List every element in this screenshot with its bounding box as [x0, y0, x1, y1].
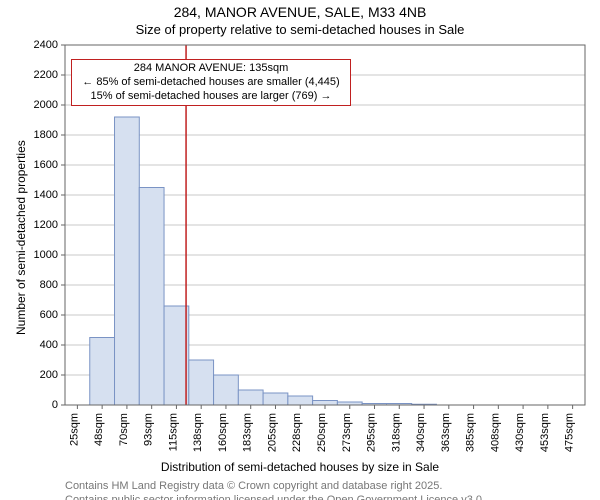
svg-text:318sqm: 318sqm — [390, 413, 402, 452]
chart-container: 284, MANOR AVENUE, SALE, M33 4NB Size of… — [0, 0, 600, 500]
svg-text:2000: 2000 — [34, 99, 58, 111]
annotation-line-1: 284 MANOR AVENUE: 135sqm — [78, 62, 344, 76]
svg-text:2200: 2200 — [34, 69, 58, 81]
svg-text:1000: 1000 — [34, 249, 58, 261]
annotation-line-2: ← 85% of semi-detached houses are smalle… — [78, 76, 344, 90]
annotation-line-3: 15% of semi-detached houses are larger (… — [78, 90, 344, 104]
svg-text:70sqm: 70sqm — [118, 413, 130, 446]
svg-text:2400: 2400 — [34, 39, 58, 51]
footer-line-1: Contains HM Land Registry data © Crown c… — [65, 480, 485, 494]
histogram-bar — [263, 393, 288, 405]
svg-text:340sqm: 340sqm — [415, 413, 427, 452]
svg-text:363sqm: 363sqm — [440, 413, 452, 452]
svg-text:200: 200 — [40, 369, 58, 381]
svg-text:1600: 1600 — [34, 159, 58, 171]
svg-text:430sqm: 430sqm — [514, 413, 526, 452]
footer-text: Contains HM Land Registry data © Crown c… — [65, 480, 485, 500]
svg-text:408sqm: 408sqm — [489, 413, 501, 452]
svg-text:1400: 1400 — [34, 189, 58, 201]
histogram-bar — [115, 117, 140, 405]
svg-text:1200: 1200 — [34, 219, 58, 231]
svg-text:183sqm: 183sqm — [242, 413, 254, 452]
svg-text:0: 0 — [52, 399, 58, 411]
svg-text:160sqm: 160sqm — [217, 413, 229, 452]
svg-text:205sqm: 205sqm — [266, 413, 278, 452]
histogram-bar — [189, 360, 214, 405]
svg-text:273sqm: 273sqm — [341, 413, 353, 452]
svg-text:115sqm: 115sqm — [167, 413, 179, 451]
svg-text:250sqm: 250sqm — [316, 413, 328, 452]
histogram-bar — [238, 390, 263, 405]
svg-text:453sqm: 453sqm — [539, 413, 551, 452]
svg-text:48sqm: 48sqm — [93, 413, 105, 446]
footer-line-2: Contains public sector information licen… — [65, 494, 485, 500]
svg-text:93sqm: 93sqm — [143, 413, 155, 446]
histogram-bar — [313, 401, 338, 406]
histogram-bar — [90, 338, 115, 406]
svg-text:228sqm: 228sqm — [291, 413, 303, 452]
histogram-bar — [288, 396, 313, 405]
annotation-box: 284 MANOR AVENUE: 135sqm ← 85% of semi-d… — [71, 59, 351, 106]
histogram-bar — [214, 375, 239, 405]
svg-text:400: 400 — [40, 339, 58, 351]
histogram-bar — [139, 188, 164, 406]
svg-text:1800: 1800 — [34, 129, 58, 141]
svg-text:25sqm: 25sqm — [68, 413, 80, 446]
svg-text:295sqm: 295sqm — [366, 413, 378, 452]
svg-text:475sqm: 475sqm — [564, 413, 576, 452]
svg-text:800: 800 — [40, 279, 58, 291]
svg-text:385sqm: 385sqm — [465, 413, 477, 452]
svg-text:600: 600 — [40, 309, 58, 321]
svg-text:138sqm: 138sqm — [192, 413, 204, 452]
x-axis-label: Distribution of semi-detached houses by … — [0, 460, 600, 474]
histogram-bar — [164, 306, 189, 405]
